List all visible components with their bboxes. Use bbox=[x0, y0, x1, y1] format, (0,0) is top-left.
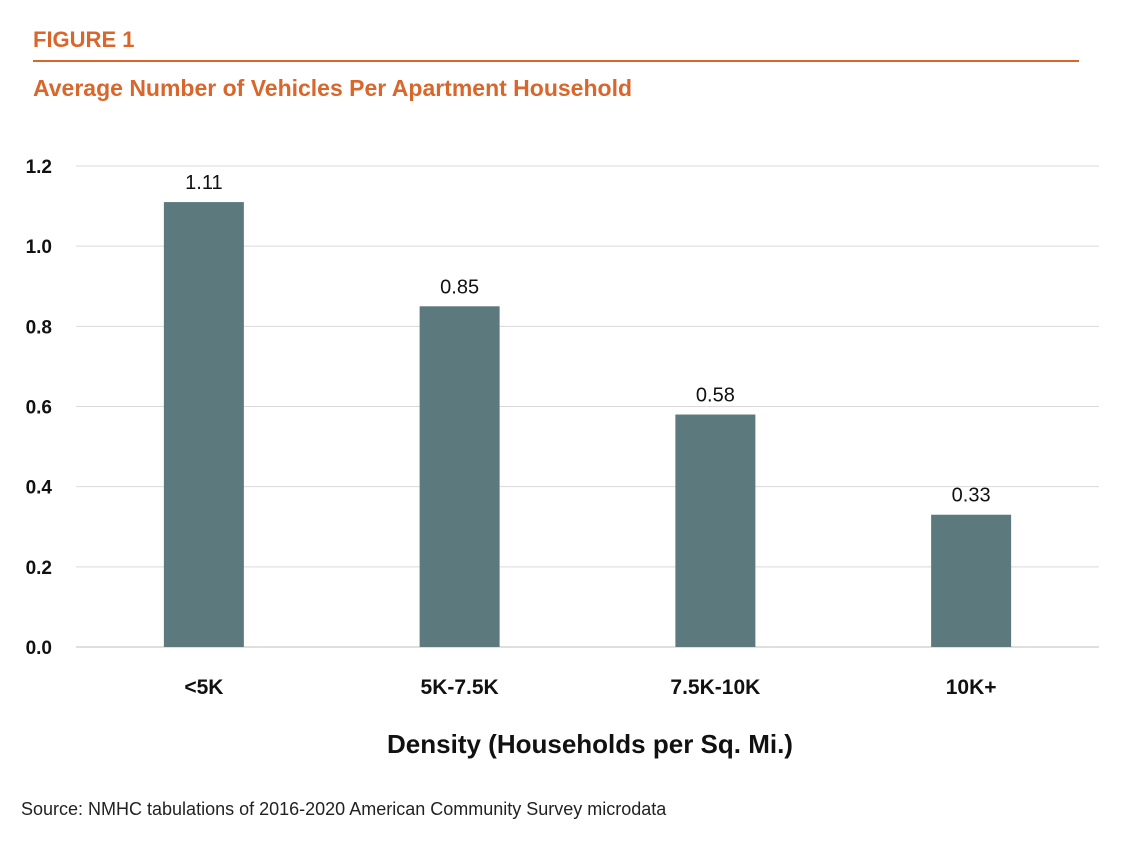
bar bbox=[931, 514, 1012, 647]
bar bbox=[419, 306, 500, 647]
title-divider bbox=[33, 60, 1079, 62]
data-label: 1.11 bbox=[185, 172, 222, 194]
data-label: 0.85 bbox=[440, 276, 479, 298]
x-axis-title: Density (Households per Sq. Mi.) bbox=[387, 729, 793, 759]
x-tick-label: 10K+ bbox=[946, 676, 997, 699]
source-note: Source: NMHC tabulations of 2016-2020 Am… bbox=[21, 799, 667, 819]
gridlines bbox=[76, 165, 1099, 648]
y-tick-label: 0.0 bbox=[26, 638, 52, 659]
bar bbox=[163, 202, 244, 647]
x-tick-label: 5K-7.5K bbox=[421, 676, 499, 699]
y-tick-label: 0.2 bbox=[26, 558, 52, 579]
figure-label: FIGURE 1 bbox=[33, 27, 135, 52]
chart-title: Average Number of Vehicles Per Apartment… bbox=[33, 75, 633, 101]
y-axis-ticks: 0.0 0.2 0.4 0.6 0.8 1.0 1.2 bbox=[26, 157, 53, 659]
data-label: 0.58 bbox=[696, 385, 735, 407]
bar bbox=[675, 414, 756, 647]
bar-chart: 0.0 0.2 0.4 0.6 0.8 1.0 1.2 1.11 0.85 0.58 0.33 <… bbox=[26, 157, 1099, 759]
x-tick-label: 7.5K-10K bbox=[670, 676, 760, 699]
y-tick-label: 0.6 bbox=[26, 398, 52, 419]
y-tick-label: 0.4 bbox=[26, 478, 53, 499]
data-label: 0.33 bbox=[952, 485, 991, 507]
bars bbox=[163, 202, 1012, 647]
data-labels: 1.11 0.85 0.58 0.33 bbox=[185, 172, 990, 507]
y-tick-label: 1.2 bbox=[26, 157, 52, 178]
x-axis-ticks: <5K 5K-7.5K 7.5K-10K 10K+ bbox=[184, 676, 996, 699]
y-tick-label: 1.0 bbox=[26, 237, 52, 258]
x-tick-label: <5K bbox=[184, 676, 223, 699]
y-tick-label: 0.8 bbox=[26, 317, 52, 338]
